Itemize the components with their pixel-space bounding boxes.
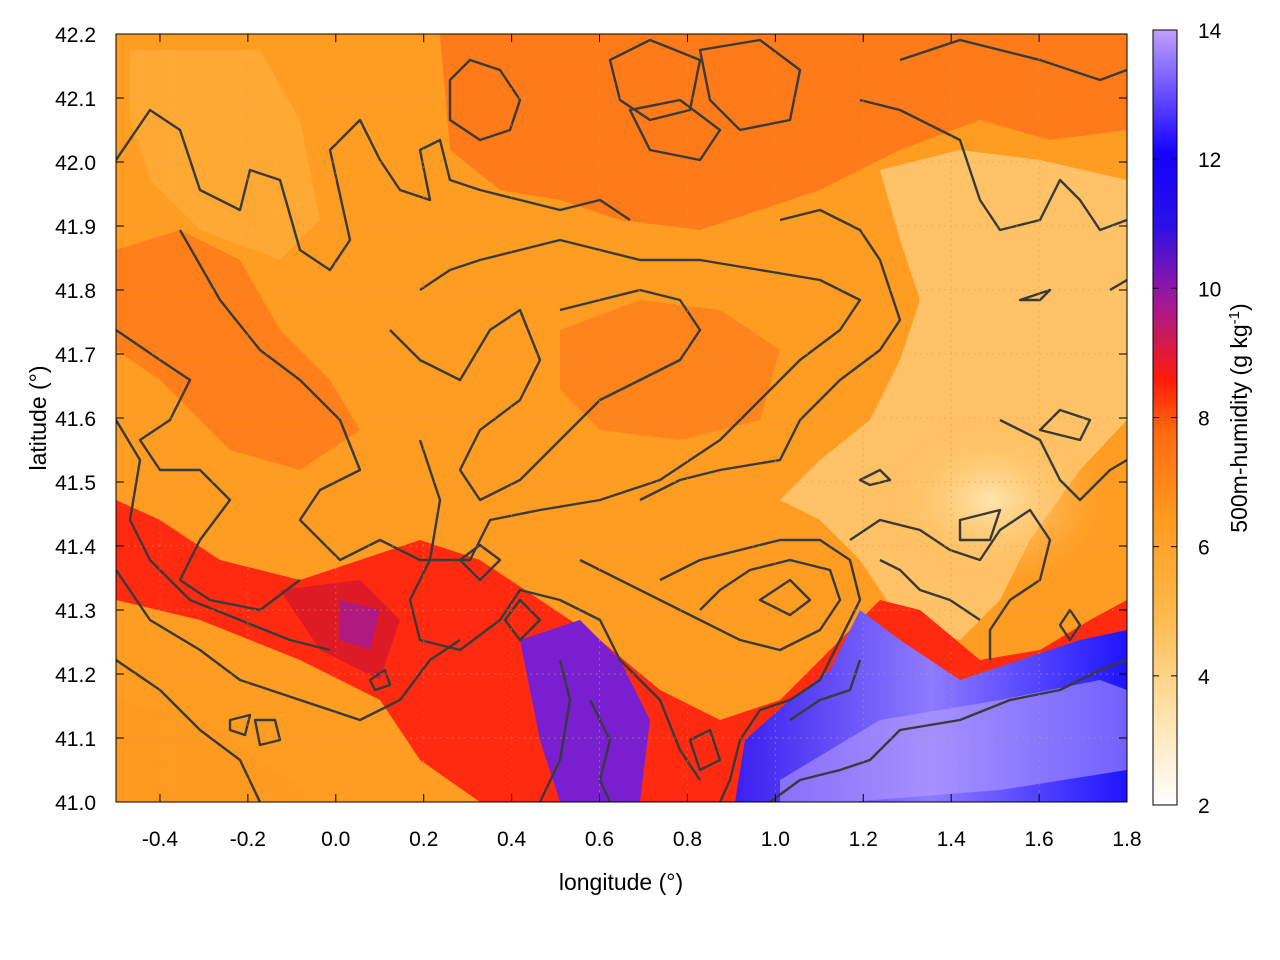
contour-line (608, 38, 702, 122)
contour-line (1109, 278, 1127, 292)
contour-line (228, 713, 252, 737)
contour-line (659, 538, 862, 802)
field-region-sea-highlight (780, 680, 1127, 802)
contour-line (538, 659, 572, 802)
y-tick-label: 42.2 (55, 24, 96, 47)
y-tick-label: 42.0 (55, 152, 96, 175)
contour-line (688, 728, 722, 772)
colorbar-tick-label: 12 (1198, 149, 1221, 172)
x-tick-label: 1.8 (1112, 828, 1141, 851)
contour-line (758, 578, 812, 617)
x-tick-label: 0.8 (673, 828, 702, 851)
contour-line (639, 208, 902, 502)
contour-line (408, 439, 701, 781)
contour-line (858, 468, 892, 487)
x-tick-label: 1.6 (1024, 828, 1053, 851)
contour-line (116, 419, 331, 652)
contour-line (368, 668, 392, 692)
contour-line (859, 98, 1127, 232)
y-tick-label: 41.7 (55, 344, 96, 367)
contour-line (253, 718, 282, 747)
y-tick-label: 41.6 (55, 408, 96, 431)
contour-line (448, 58, 522, 142)
contour-line (116, 569, 461, 722)
contour-line (1018, 288, 1052, 302)
colorbar-tick-label: 4 (1198, 666, 1210, 689)
field-dry-core (870, 410, 1110, 590)
contour-line (999, 418, 1127, 502)
x-tick-label: -0.4 (142, 828, 179, 851)
field-region-west-light (130, 50, 320, 260)
field-region-purple-small (340, 600, 380, 650)
contour-line (899, 38, 1127, 82)
contour-line (458, 543, 502, 582)
x-tick-label: -0.2 (230, 828, 266, 851)
x-axis-ticks: -0.4 -0.2 0.0 0.2 0.4 0.6 0.8 1.0 1.2 1.4 1.6 1.8 (142, 34, 1142, 851)
contour-line (698, 38, 802, 132)
contour-line (1058, 608, 1082, 642)
x-tick-label: 0.0 (321, 828, 350, 851)
colorbar-tick-label: 6 (1198, 537, 1210, 560)
contour-line (958, 508, 1002, 542)
contour-line (579, 558, 842, 652)
field-region-north-high (440, 34, 1127, 230)
contour-line (1038, 408, 1092, 442)
y-tick-label: 42.1 (55, 88, 96, 111)
contour-line (116, 659, 262, 802)
y-tick-label: 41.8 (55, 280, 96, 303)
x-tick-label: 0.2 (409, 828, 438, 851)
colorbar-tick-label: 10 (1198, 278, 1221, 301)
contour-line (503, 598, 542, 642)
field-region-center (560, 300, 780, 440)
x-tick-label: 1.0 (761, 828, 790, 851)
contour-line (389, 288, 702, 502)
y-axis-title: latitude (°) (25, 365, 51, 470)
y-tick-label: 41.5 (55, 472, 96, 495)
contour-line (116, 108, 631, 272)
colorbar-tick-label: 8 (1198, 408, 1210, 431)
x-tick-label: 1.2 (849, 828, 878, 851)
field-region-purple-valley (520, 620, 650, 802)
field-region-southwest (116, 700, 320, 802)
contour-line (628, 98, 722, 162)
contour-line (116, 329, 301, 612)
x-tick-label: 1.4 (937, 828, 967, 851)
x-axis-title: longitude (°) (559, 869, 683, 895)
colorbar-ticks: 2 4 6 8 10 12 14 (1153, 20, 1222, 818)
colorbar-tick-label: 14 (1198, 20, 1222, 43)
y-tick-label: 41.3 (55, 600, 96, 623)
colorbar-title: 500m-humidity (g kg-1) (1226, 303, 1253, 532)
contour-line (789, 659, 862, 721)
y-tick-label: 41.9 (55, 216, 96, 239)
contour-line (849, 508, 1052, 660)
y-tick-label: 41.0 (55, 792, 96, 815)
y-tick-label: 41.2 (55, 664, 96, 687)
contour-line (769, 658, 1127, 802)
y-axis-ticks: 41.0 41.1 41.2 41.3 41.4 41.5 41.6 41.7 41.8 41.9… (55, 24, 1127, 815)
x-tick-label: 0.4 (497, 828, 527, 851)
colorbar-title-superscript: -1 (1226, 311, 1243, 324)
x-tick-label: 0.6 (585, 828, 614, 851)
y-tick-label: 41.4 (55, 536, 96, 559)
colorbar-tick-label: 2 (1198, 795, 1210, 818)
contour-line (879, 558, 981, 621)
y-tick-label: 41.1 (55, 728, 96, 751)
